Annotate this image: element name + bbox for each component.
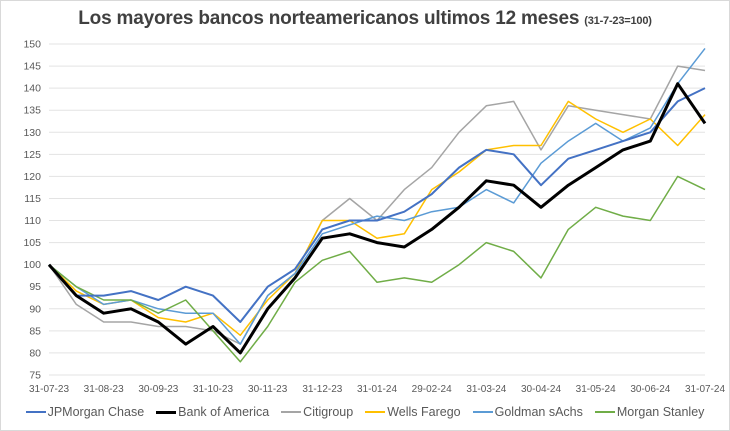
series-line-citigroup (48, 65, 706, 345)
x-tick-label: 31-07-23 (29, 384, 69, 395)
legend-swatch (594, 411, 615, 413)
x-tick-label: 30-06-24 (630, 384, 670, 395)
chart-title: Los mayores bancos norteamericanos ultim… (0, 8, 730, 30)
x-tick-label: 31-03-24 (466, 384, 506, 395)
legend-item-goldman-sachs: Goldman sAchs (472, 405, 583, 419)
series-line-morgan-stanley (48, 175, 706, 363)
x-axis-labels: 31-07-23 31-08-23 30-09-23 31-10-23 30-11-23… (29, 384, 725, 395)
chart-legend: JPMorgan Chase Bank of America Citigroup… (0, 405, 730, 419)
y-tick-label: 150 (23, 39, 41, 51)
x-tick-label: 30-09-23 (138, 384, 178, 395)
chart-title-text: Los mayores bancos norteamericanos ultim… (78, 8, 580, 29)
legend-swatch (156, 410, 177, 414)
legend-swatch (365, 411, 386, 413)
y-tick-label: 130 (23, 127, 41, 139)
series-line-bank-of-america (47, 82, 707, 355)
y-tick-label: 110 (24, 215, 41, 227)
y-tick-label: 100 (23, 259, 41, 271)
legend-swatch (472, 411, 493, 413)
y-tick-label: 140 (23, 83, 41, 95)
series-line-goldman-sachs (48, 47, 706, 345)
y-tick-label: 115 (24, 193, 41, 205)
legend-item-wells-fargo: Wells Farego (365, 405, 461, 419)
legend-swatch (25, 411, 46, 413)
legend-swatch (281, 411, 302, 413)
legend-item-bank-of-america: Bank of America (156, 405, 269, 419)
y-tick-label: 75 (29, 370, 41, 382)
y-tick-label: 85 (29, 325, 41, 337)
x-tick-label: 30-11-23 (248, 384, 288, 395)
legend-item-jpmorgan: JPMorgan Chase (25, 405, 144, 419)
y-tick-label: 120 (23, 171, 41, 183)
legend-item-citigroup: Citigroup (281, 405, 353, 419)
x-tick-label: 31-08-23 (84, 384, 124, 395)
y-tick-label: 95 (29, 281, 41, 293)
y-tick-label: 145 (23, 61, 41, 73)
gridlines (49, 43, 705, 376)
y-tick-label: 80 (29, 347, 41, 359)
x-tick-label: 31-05-24 (576, 384, 616, 395)
y-axis-labels: 75 80 85 90 95 100 105 110 115 120 125 130 135 140 145… (23, 39, 41, 382)
y-tick-label: 90 (29, 303, 41, 315)
y-tick-label: 105 (23, 237, 41, 249)
series-line-jpmorgan-chase (48, 87, 706, 323)
y-tick-label: 135 (23, 105, 41, 117)
x-tick-label: 31-10-23 (193, 384, 233, 395)
x-tick-label: 29-02-24 (412, 384, 452, 395)
series-lines (47, 47, 707, 363)
x-tick-label: 30-04-24 (521, 384, 561, 395)
legend-item-morgan-stanley: Morgan Stanley (594, 405, 704, 419)
x-tick-label: 31-12-23 (302, 384, 342, 395)
y-tick-label: 125 (23, 149, 41, 161)
chart-subtitle: (31-7-23=100) (584, 15, 652, 27)
series-line-wells-farego (48, 100, 706, 337)
x-tick-label: 31-01-24 (357, 384, 397, 395)
x-tick-label: 31-07-24 (685, 384, 725, 395)
